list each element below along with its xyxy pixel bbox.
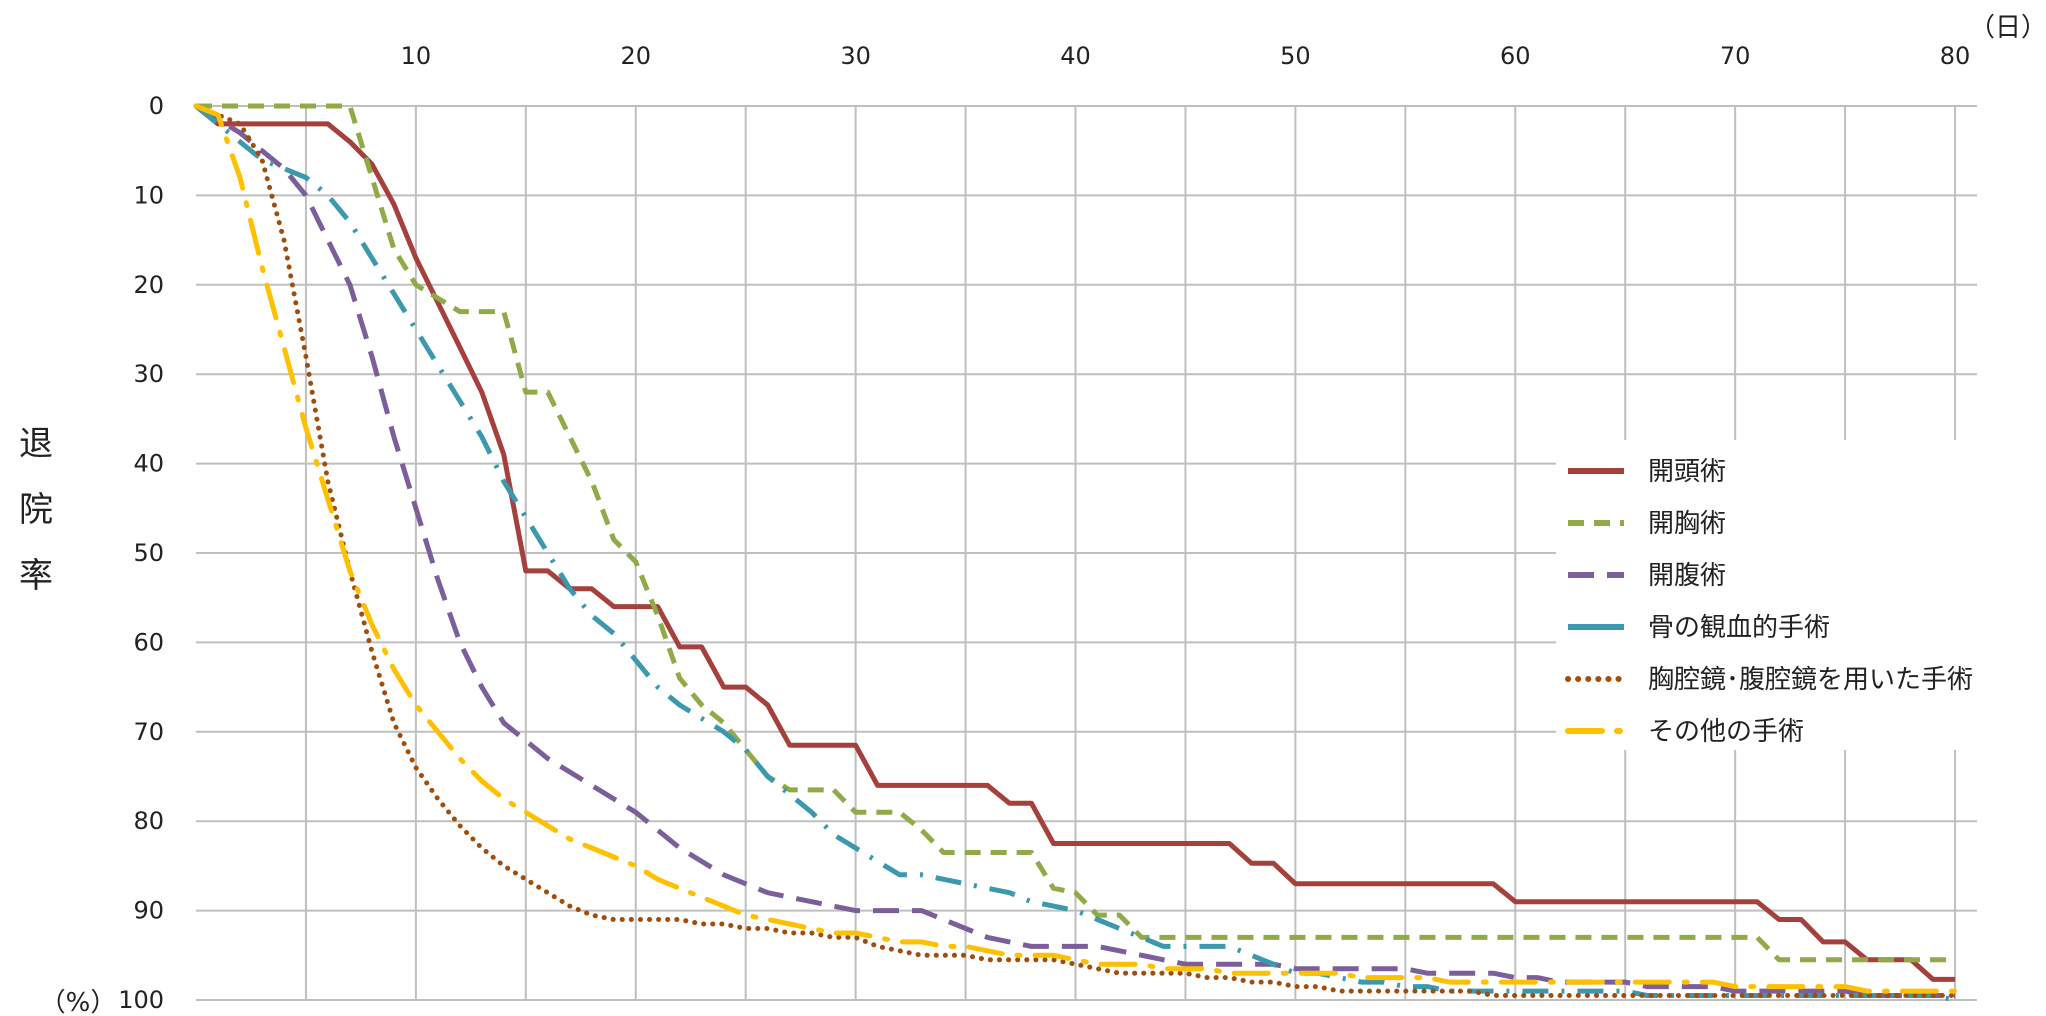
x-tick-label-6: 70: [1720, 42, 1751, 70]
legend-label-5: その他の手術: [1648, 717, 1804, 747]
y-axis-label-char-2: 率: [19, 556, 53, 596]
y-tick-label-1: 10: [133, 181, 164, 209]
grid: [196, 105, 1977, 1001]
y-tick-label-8: 80: [133, 807, 164, 835]
x-tick-label-5: 60: [1500, 42, 1531, 70]
series-line-0: [194, 104, 1955, 982]
y-axis-ticks: 0 10 20 30 40 50 60 70 80 90 100: [118, 92, 164, 1014]
series-line-5: [193, 103, 1958, 994]
series-line-3: [194, 104, 1956, 1003]
x-tick-label-0: 10: [401, 42, 432, 70]
series-line-2: [194, 103, 1955, 998]
legend-background: [1556, 440, 2024, 750]
x-tick-label-2: 30: [840, 42, 871, 70]
x-tick-label-1: 20: [620, 42, 651, 70]
x-tick-label-3: 40: [1060, 42, 1091, 70]
y-tick-label-9: 90: [133, 897, 164, 925]
x-tick-label-4: 50: [1280, 42, 1311, 70]
y-axis-label: 退院率: [19, 424, 53, 596]
x-axis-unit-label: （日）: [1969, 13, 2046, 43]
x-tick-label-7: 80: [1940, 42, 1971, 70]
y-tick-label-2: 20: [133, 271, 164, 299]
legend-label-3: 骨の観血的手術: [1648, 613, 1830, 643]
y-axis-label-char-1: 院: [19, 490, 53, 530]
series-line-4: [193, 103, 1958, 998]
series-line-1: [196, 103, 1955, 963]
y-axis-unit-label: （%）: [40, 988, 117, 1016]
y-tick-label-10: 100: [118, 986, 164, 1014]
y-axis-label-char-0: 退: [19, 424, 53, 464]
legend-label-2: 開腹術: [1648, 561, 1726, 591]
y-tick-label-5: 50: [133, 539, 164, 567]
y-tick-label-0: 0: [149, 92, 164, 120]
legend-label-1: 開胸術: [1648, 509, 1726, 539]
y-tick-label-6: 60: [133, 628, 164, 656]
y-tick-label-3: 30: [133, 360, 164, 388]
legend-label-0: 開頭術: [1648, 457, 1726, 487]
legend-label-4: 胸腔鏡･腹腔鏡を用いた手術: [1648, 665, 1973, 695]
y-tick-label-7: 70: [133, 718, 164, 746]
x-axis-ticks: 10 20 30 40 50 60 70 80: [401, 42, 1971, 70]
y-tick-label-4: 40: [133, 450, 164, 478]
series-lines: [193, 103, 1958, 1003]
